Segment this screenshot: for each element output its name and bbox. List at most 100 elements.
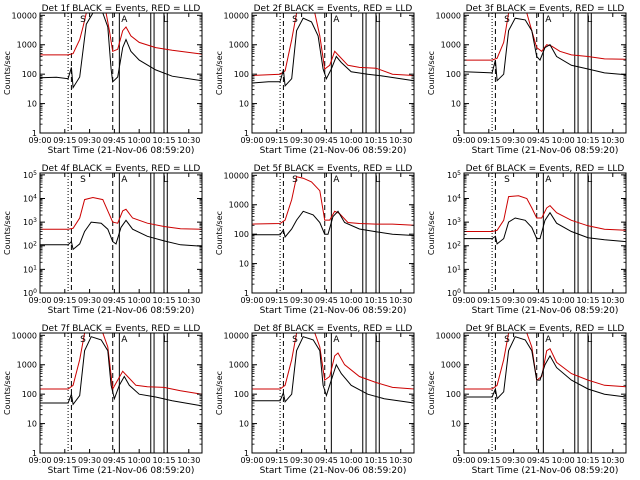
y-tick-label: 10: [451, 100, 461, 109]
x-tick-label: 09:30: [502, 456, 525, 465]
annotation-label: A: [121, 335, 128, 345]
x-tick-label: 10:30: [177, 296, 200, 305]
y-axis-label: Counts/sec: [427, 51, 436, 95]
y-tick-label: 104: [447, 193, 461, 203]
x-tick-label: 10:30: [177, 136, 200, 145]
series-events-line: [464, 336, 627, 400]
x-tick-label: 09:15: [265, 296, 288, 305]
y-tick-label: 1000: [441, 41, 461, 50]
x-tick-label: 10:00: [128, 296, 151, 305]
x-axis-label: Start Time (21-Nov-06 08:59:20): [260, 466, 407, 476]
annotation-label: L: [587, 175, 592, 185]
y-tick-label: 1: [456, 449, 461, 458]
annotation-label: S: [80, 335, 86, 345]
y-tick-label: 100: [446, 70, 461, 79]
y-tick-label: 100: [234, 390, 249, 399]
y-tick-label: 1: [244, 129, 249, 138]
x-tick-label: 10:30: [601, 136, 624, 145]
x-axis-label: Start Time (21-Nov-06 08:59:20): [260, 146, 407, 156]
y-tick-label: 10000: [224, 331, 249, 340]
y-tick-label: 10: [239, 100, 249, 109]
annotation-label: S: [80, 175, 86, 185]
x-tick-label: 10:00: [552, 296, 575, 305]
annotation-label: S: [292, 335, 298, 345]
y-tick-label: 104: [23, 193, 37, 203]
y-tick-label: 1000: [229, 41, 249, 50]
y-tick-label: 1000: [229, 361, 249, 370]
y-tick-label: 105: [23, 170, 37, 180]
series-lld-line: [464, 195, 627, 232]
chart-title: Det 1f BLACK = Events, RED = LLD: [42, 4, 201, 14]
x-axis-label: Start Time (21-Nov-06 08:59:20): [48, 306, 195, 316]
x-tick-label: 09:00: [240, 296, 263, 305]
x-tick-label: 09:30: [290, 136, 313, 145]
plot-frame: [463, 12, 627, 134]
y-tick-label: 10000: [224, 171, 249, 180]
annotation-label: S: [504, 175, 510, 185]
x-tick-label: 10:30: [389, 296, 412, 305]
y-axis-label: Counts/sec: [215, 211, 224, 255]
annotation-label: L: [375, 175, 380, 185]
x-tick-label: 09:15: [477, 296, 500, 305]
x-tick-label: 09:00: [28, 296, 51, 305]
chart-title: Det 3f BLACK = Events, RED = LLD: [466, 4, 625, 14]
x-tick-label: 09:45: [103, 456, 126, 465]
x-tick-label: 09:00: [452, 296, 475, 305]
series-events-line: [464, 211, 627, 245]
plot-frame: [251, 332, 415, 454]
x-tick-label: 10:15: [152, 296, 175, 305]
y-tick-label: 102: [447, 241, 461, 251]
x-tick-label: 09:00: [28, 136, 51, 145]
y-tick-label: 100: [23, 288, 37, 298]
x-tick-label: 10:00: [128, 456, 151, 465]
x-tick-label: 10:15: [152, 456, 175, 465]
annotation-label: A: [333, 15, 340, 25]
y-tick-label: 1: [244, 289, 249, 298]
x-tick-label: 09:30: [502, 296, 525, 305]
annotation-label: S: [292, 15, 298, 25]
annotation-label: S: [292, 175, 298, 185]
y-tick-label: 1000: [229, 201, 249, 210]
x-tick-label: 09:00: [28, 456, 51, 465]
plot-frame: [251, 172, 415, 294]
series-events-line: [251, 17, 415, 88]
x-tick-label: 09:00: [240, 136, 263, 145]
y-tick-label: 1: [32, 129, 37, 138]
plot-frame: [463, 172, 627, 294]
x-tick-label: 09:30: [78, 136, 101, 145]
x-tick-label: 09:30: [290, 456, 313, 465]
x-tick-label: 09:15: [265, 136, 288, 145]
x-tick-label: 09:45: [315, 136, 338, 145]
annotation-label: L: [163, 175, 168, 185]
annotation-label: L: [587, 335, 592, 345]
y-tick-label: 10000: [12, 11, 37, 20]
chart-title: Det 7f BLACK = Events, RED = LLD: [42, 324, 201, 334]
series-lld-line: [40, 332, 203, 395]
x-axis-label: Start Time (21-Nov-06 08:59:20): [472, 466, 619, 476]
y-tick-label: 100: [447, 288, 461, 298]
annotation-label: L: [375, 335, 380, 345]
x-tick-label: 09:00: [452, 136, 475, 145]
plot-frame: [39, 12, 203, 134]
series-lld-line: [251, 176, 415, 226]
x-tick-label: 09:30: [290, 296, 313, 305]
x-tick-label: 09:45: [103, 136, 126, 145]
x-tick-label: 09:00: [240, 456, 263, 465]
y-tick-label: 10000: [436, 331, 461, 340]
y-axis-label: Counts/sec: [215, 51, 224, 95]
x-tick-label: 10:15: [152, 136, 175, 145]
series-lld-line: [464, 332, 627, 390]
x-tick-label: 10:15: [576, 136, 599, 145]
y-tick-label: 10: [451, 420, 461, 429]
y-tick-label: 1000: [17, 41, 37, 50]
x-tick-label: 10:30: [389, 456, 412, 465]
plot-frame: [39, 332, 203, 454]
y-axis-label: Counts/sec: [3, 211, 12, 255]
series-events-line: [40, 336, 203, 407]
x-tick-label: 09:15: [477, 456, 500, 465]
